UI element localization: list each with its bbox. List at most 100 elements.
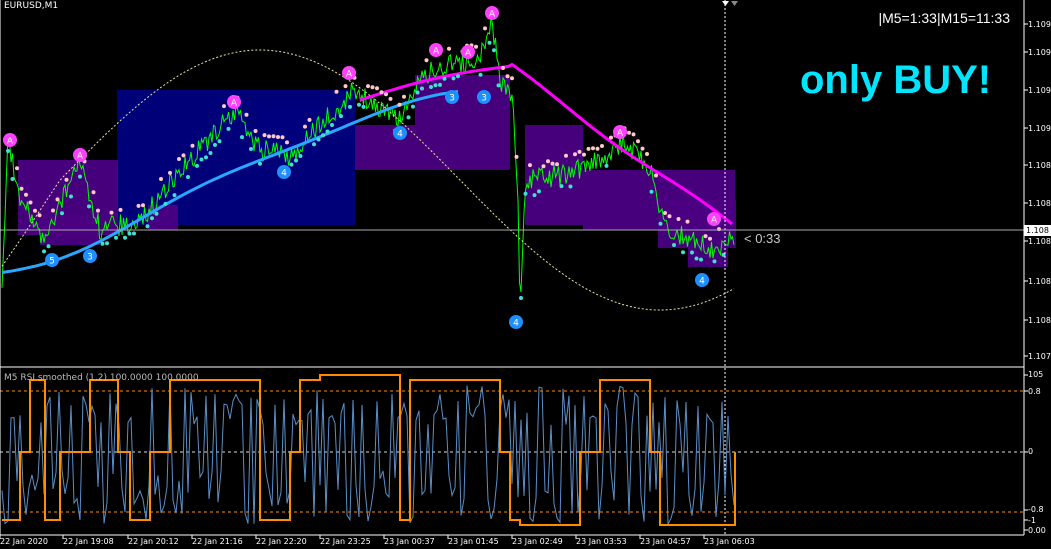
shift-marker-icon[interactable] [722,1,729,6]
buy-marker [477,90,491,104]
signal-dot [595,146,600,151]
signal-dot [640,146,645,151]
signal-dot [519,296,523,300]
signal-dot [505,74,510,79]
indicator-level-label: -0.8 [1028,505,1044,514]
signal-dot [699,257,703,262]
sell-marker [461,45,475,59]
ma-magenta-line [359,62,733,225]
buy-marker-label: 3 [87,253,93,263]
buy-marker-label: 4 [699,277,705,287]
price-label: 1.109 [1028,86,1051,95]
signal-dot [244,112,249,117]
time-label: 22 Jan 20:12 [128,537,179,546]
signal-dot [51,208,55,213]
signal-dot [172,193,177,198]
signal-dot [199,157,204,162]
time-label: 23 Jan 02:49 [512,537,563,546]
signal-dot [325,129,330,134]
ma-dotted-line [1,49,735,311]
indicator-level-label: -1 [1028,516,1036,525]
time-label: 23 Jan 03:53 [576,537,627,546]
signal-dot [568,184,573,189]
time-label: 23 Jan 06:03 [704,537,755,546]
signal-dot [15,166,19,171]
signal-dot [627,130,631,135]
time-label: 22 Jan 22:20 [256,537,307,546]
buy-marker-label: 4 [513,319,519,329]
signal-dot [523,191,528,196]
signal-dot [150,216,154,221]
rsi-orange-line [2,374,736,526]
signal-dot [339,114,343,119]
signal-dot [631,132,636,137]
signal-dot [636,139,640,144]
signal-dot [159,177,163,181]
time-label: 23 Jan 01:45 [448,537,499,546]
candle-countdown: < 0:33 [744,231,781,246]
signal-dot [582,152,586,157]
sell-marker-label: A [77,152,84,162]
price-label: 1.107 [1028,352,1051,361]
signal-dot [438,82,442,87]
signal-dot [586,146,591,151]
signal-dot [559,184,564,189]
signal-dot [33,208,37,213]
indicator-title: M5 RSI smoothed (1,2) 100.0000 100.0000 [4,373,199,383]
rsi-blue-line [1,385,735,525]
signal-dot [573,152,577,157]
time-label: 23 Jan 00:37 [384,537,435,546]
current-price-box: 1.108 [1024,225,1051,236]
signal-dot [442,76,447,81]
signal-dot [384,92,388,97]
sell-marker [3,133,17,147]
signal-dot [208,151,213,155]
signal-dot [577,149,582,154]
time-label: 23 Jan 04:57 [640,537,691,546]
indicator-level-label: 105 [1028,370,1044,379]
signal-dot [496,83,501,88]
signal-dot [370,85,375,90]
signal-dot [532,193,537,198]
signal-dot [357,102,361,107]
signal-dot [145,224,150,229]
signal-dot [348,104,352,109]
signal-dot [114,235,118,240]
signal-dot [663,211,667,215]
signal-dot [424,58,429,63]
signal-dot [312,142,316,147]
signal-dot [487,40,492,45]
signal-dot [514,154,519,159]
scroll-marker-icon[interactable] [731,1,738,6]
signal-dot [298,154,303,158]
signal-dot [271,134,276,139]
signal-dot [676,217,681,221]
signal-dot [591,146,595,151]
signal-dot [456,74,460,79]
signal-dot [217,139,222,144]
signal-dot [6,149,10,153]
signal-zone [415,75,510,125]
signal-dot [609,135,613,140]
signal-zone [355,125,510,170]
price-label: 1.108 [1028,161,1051,170]
signal-dot [285,140,289,145]
signal-dot [388,96,393,101]
signal-dot [132,231,136,236]
time-label: 22 Jan 19:08 [63,537,114,546]
signal-dot [186,175,190,179]
signal-dot [406,115,411,120]
signal-dot [604,163,609,168]
signal-dot [141,203,145,208]
signal-dot [307,117,312,122]
price-label: 1.109 [1028,20,1051,29]
signal-dot [105,241,109,246]
signal-dot [253,129,258,133]
buy-marker [509,315,523,329]
sell-marker [73,148,87,162]
signal-dot [501,66,505,70]
signal-dot [420,86,424,91]
sell-marker-label: A [489,10,496,20]
price-label: 1.109 [1028,124,1051,133]
